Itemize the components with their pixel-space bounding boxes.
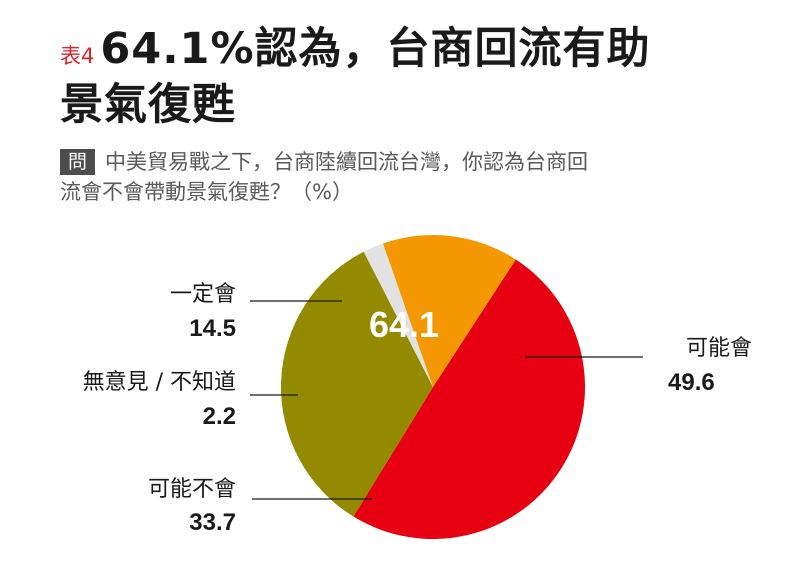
slice-label: 可能不會 xyxy=(148,477,236,502)
slice-probably-yes xyxy=(353,259,586,540)
slice-label: 可能會 xyxy=(686,336,752,361)
question-line-1: 問中美貿易戰之下，台商陸續回流台灣，你認為台商回 xyxy=(60,146,588,176)
slice-value-label: 14.5 xyxy=(189,315,236,342)
slice-label: 無意見 / 不知道 xyxy=(83,370,236,395)
question-text-1: 中美貿易戰之下，台商陸續回流台灣，你認為台商回 xyxy=(105,150,589,174)
table-number: 表4 xyxy=(60,44,95,68)
title-line-2: 景氣復甦 xyxy=(60,80,236,130)
question-line-2: 流會不會帶動景氣復甦？（%） xyxy=(60,180,353,204)
question-badge: 問 xyxy=(60,149,96,175)
title-line-1: 64.1%認為，台商回流有助 xyxy=(100,24,651,74)
slice-probably-not xyxy=(280,251,433,517)
slice-no-opinion xyxy=(363,243,433,387)
chart-title: 表4 64.1%認為，台商回流有助 xyxy=(60,14,651,74)
slice-definitely-yes xyxy=(383,234,516,387)
combined-value-label: 64.1 xyxy=(369,304,439,345)
pie-slices xyxy=(280,234,586,540)
slice-label: 一定會 xyxy=(170,282,236,307)
slice-value-label: 2.2 xyxy=(203,403,236,430)
slice-value-label: 33.7 xyxy=(189,509,236,536)
slice-value-label: 49.6 xyxy=(668,369,715,396)
